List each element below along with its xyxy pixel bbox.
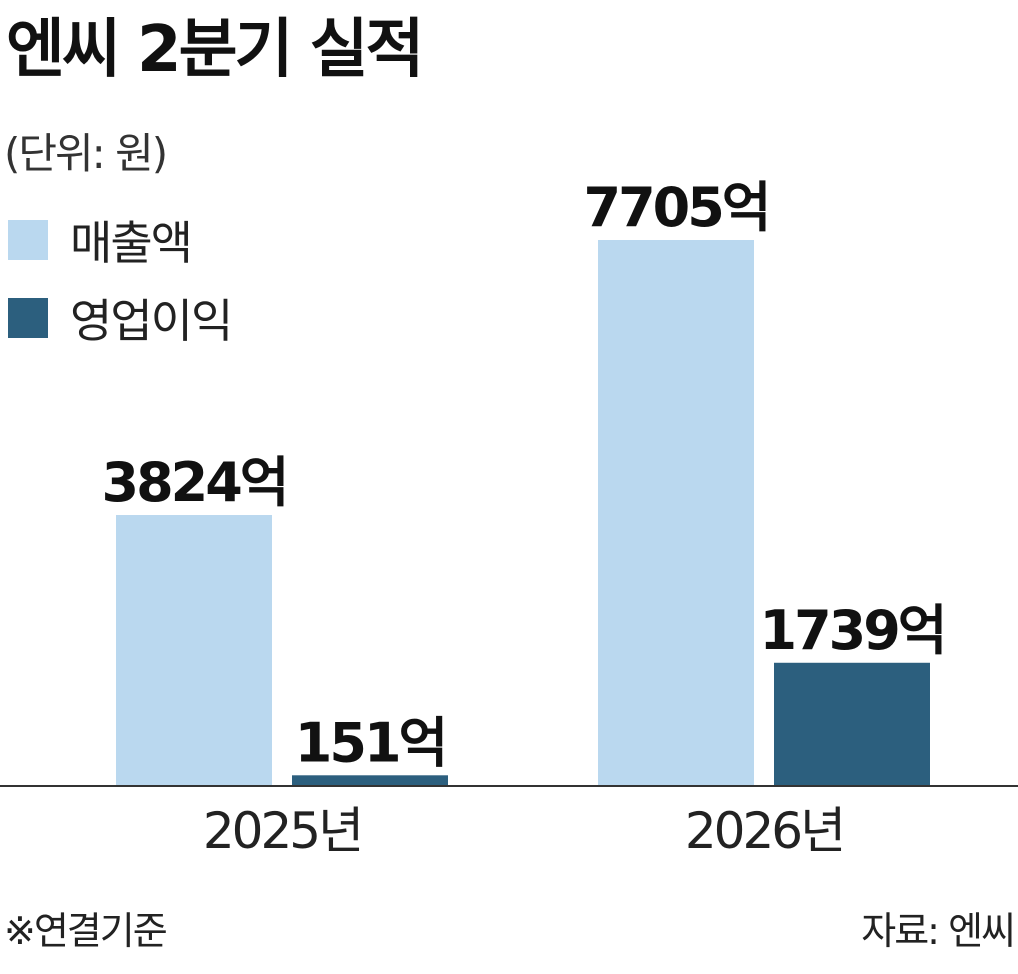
- source-label: 자료: 엔씨: [861, 909, 1016, 953]
- data-label-operating-profit-0: 151억: [295, 711, 445, 774]
- bar-operating-profit-1: [774, 662, 930, 786]
- legend-swatch-operating-profit: [8, 298, 48, 338]
- data-label-revenue-1: 7705억: [584, 176, 769, 239]
- data-label-operating-profit-1: 1739억: [760, 599, 945, 662]
- x-tick-label-0: 2025년: [203, 802, 361, 860]
- data-label-revenue-0: 3824억: [102, 451, 287, 514]
- unit-label: (단위: 원): [4, 129, 168, 178]
- legend-label-operating-profit: 영업이익: [70, 294, 233, 348]
- bar-revenue-0: [116, 515, 272, 786]
- bar-operating-profit-0: [292, 775, 448, 786]
- legend-swatch-revenue: [8, 220, 48, 260]
- legend-item-revenue: 매출액: [8, 214, 231, 270]
- x-tick-label-1: 2026년: [685, 802, 843, 860]
- legend-label-revenue: 매출액: [70, 216, 193, 270]
- bar-revenue-1: [598, 240, 754, 786]
- legend: 매출액 영업이익: [8, 214, 233, 370]
- footnote: ※연결기준: [4, 909, 168, 953]
- chart-title: 엔씨 2분기 실적: [6, 13, 424, 87]
- legend-item-operating-profit: 영업이익: [8, 292, 233, 348]
